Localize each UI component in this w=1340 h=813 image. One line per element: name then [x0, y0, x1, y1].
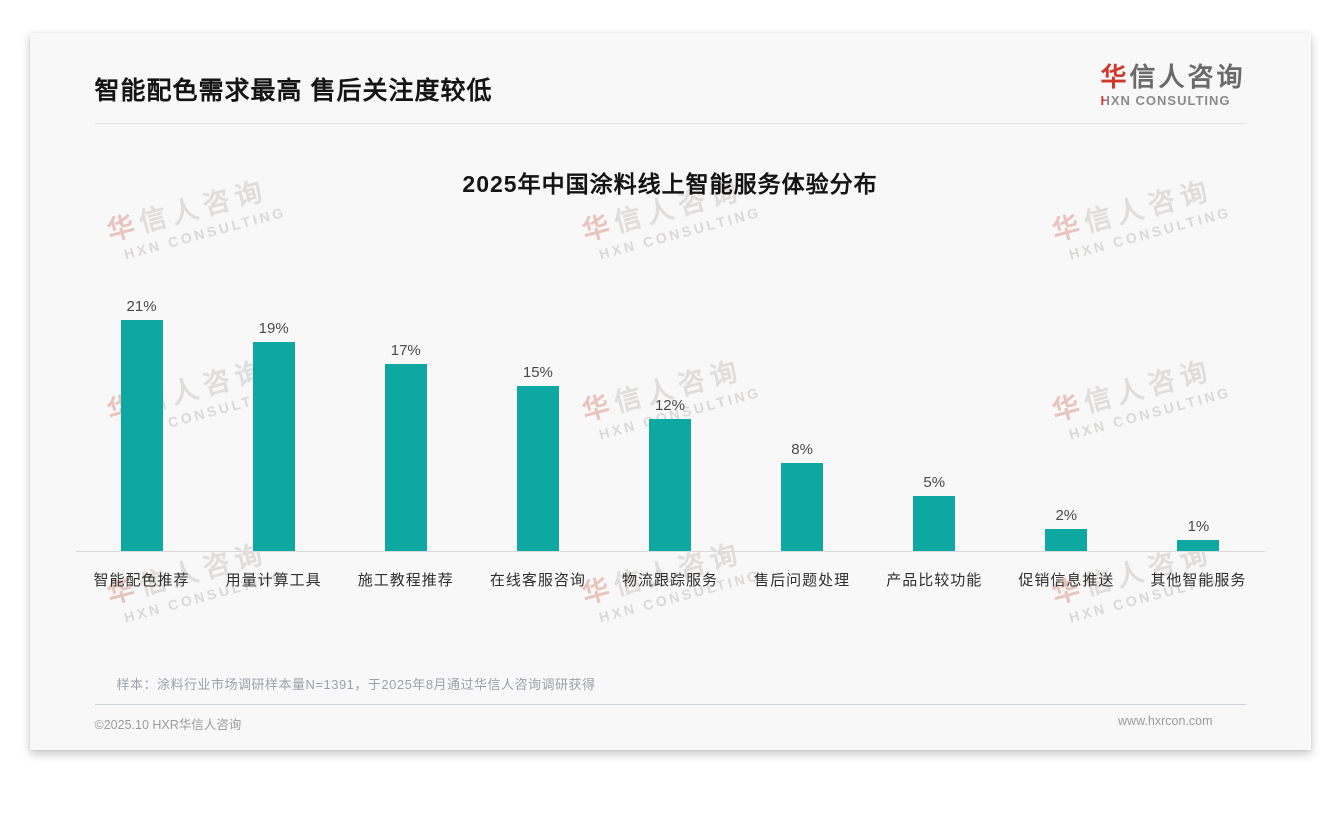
brand-logo-cn: 华信人咨询 [1100, 62, 1246, 92]
sample-footnote: 样本：涂料行业市场调研样本量N=1391，于2025年8月通过华信人咨询调研获得 [116, 677, 596, 692]
footer-divider [94, 704, 1246, 705]
bar-column: 8% [736, 441, 868, 551]
bar [913, 496, 956, 551]
header-divider [94, 123, 1246, 124]
bar-value-label: 8% [791, 441, 813, 458]
bar-category-label: 产品比较功能 [886, 572, 983, 589]
category-axis-labels: 智能配色推荐 用量计算工具 施工教程推荐 在线客服咨询 物流跟踪服务 售后问题处理 产品比较… [76, 552, 1265, 590]
bar-value-label: 2% [1055, 507, 1078, 524]
chart-title: 2025年中国涂料线上智能服务体验分布 [462, 171, 878, 197]
bar-value-label: 19% [258, 320, 289, 337]
bar-chart-plot: 21% 19% 17% 15% 12% 8% 5% 2% 1% [75, 206, 1265, 552]
bar-category-label: 用量计算工具 [225, 572, 322, 589]
bar-value-label: 15% [522, 364, 553, 381]
bar [781, 463, 824, 551]
bar-value-label: 21% [126, 298, 157, 315]
report-card: 华信人咨询 HXN CONSULTING 华信人咨询 HXN CONSULTING 华信… [29, 33, 1311, 750]
bar [516, 386, 559, 551]
copyright-text: ©2025.10 HXR华信人咨询 [94, 718, 242, 732]
bar-value-label: 1% [1187, 518, 1210, 535]
bar-category-label: 售后问题处理 [754, 572, 851, 589]
bar-value-label: 12% [654, 397, 685, 414]
bar-category-label: 施工教程推荐 [357, 572, 454, 589]
header: 智能配色需求最高 售后关注度较低 华信人咨询 HXN CONSULTING [30, 33, 1311, 115]
bar-column: 17% [340, 342, 472, 551]
bar [1045, 529, 1088, 551]
footer: ©2025.10 HXR华信人咨询 www.hxrcon.com [30, 705, 1311, 733]
bar-column: 19% [208, 320, 340, 551]
bar-category-label: 物流跟踪服务 [621, 572, 718, 589]
bar-value-label: 17% [390, 342, 421, 359]
bar [252, 342, 295, 551]
bar-column: 21% [76, 298, 208, 551]
bar-category-label: 在线客服咨询 [489, 572, 586, 589]
bar [120, 320, 163, 551]
bar-column: 2% [1000, 507, 1132, 551]
website-url: www.hxrcon.com [1118, 714, 1213, 728]
bar [648, 419, 691, 551]
brand-logo-en: HXN CONSULTING [1100, 92, 1231, 108]
brand-logo: 华信人咨询 HXN CONSULTING [1100, 63, 1245, 108]
bar-category-label: 促销信息推送 [1018, 572, 1115, 589]
bar-column: 15% [472, 364, 604, 551]
bar [384, 364, 427, 551]
bar-column: 1% [1132, 518, 1264, 551]
page-title: 智能配色需求最高 售后关注度较低 [94, 77, 493, 105]
bar-column: 12% [604, 397, 736, 551]
bar-column: 5% [868, 474, 1000, 551]
bar [1177, 540, 1220, 551]
bar-category-label: 智能配色推荐 [93, 572, 190, 589]
bar-value-label: 5% [923, 474, 946, 491]
bar-category-label: 其他智能服务 [1150, 572, 1247, 589]
